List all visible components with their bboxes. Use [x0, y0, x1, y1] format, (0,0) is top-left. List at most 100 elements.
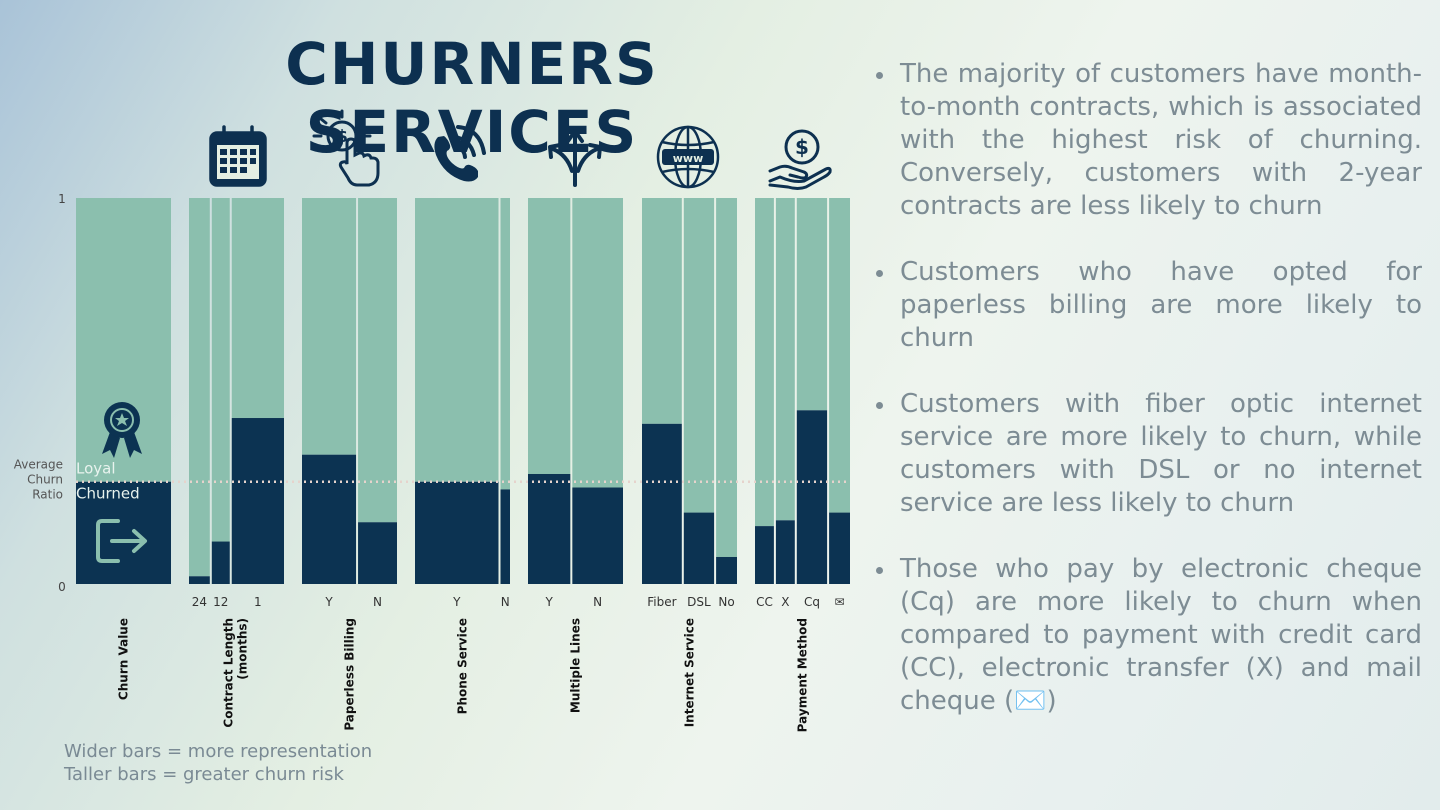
bar-loyal [500, 198, 510, 490]
group-axis-label-line: Contract Length [222, 618, 236, 728]
category-tick-label: Y [544, 595, 553, 609]
category-tick-label: N [373, 595, 382, 609]
category-tick-label: ✉ [835, 595, 845, 609]
globe-www-icon: www [656, 125, 720, 189]
group-axis-label: Multiple Lines [569, 618, 583, 713]
group-axis-label-line: Paperless Billing [343, 618, 357, 731]
award-ribbon-tails [102, 432, 142, 458]
svg-text:$: $ [336, 127, 348, 147]
bar-churned [755, 526, 774, 584]
exit-door [96, 519, 120, 563]
bar-loyal [231, 198, 284, 419]
bar-churned [231, 418, 284, 584]
bar-churned [528, 473, 571, 584]
category-tick-label: DSL [687, 595, 711, 609]
group-axis-label-line: (months) [236, 618, 250, 680]
bar-churned [572, 487, 623, 584]
category-tick-label: 12 [213, 595, 228, 609]
bar-loyal [415, 198, 499, 482]
category-tick-label: Fiber [647, 595, 676, 609]
average-churn-label-line: Ratio [32, 488, 63, 502]
category-tick-label: Y [324, 595, 333, 609]
group-axis-label: Payment Method [796, 618, 810, 732]
y-tick-label: 1 [58, 192, 66, 206]
category-tick-label: CC [756, 595, 773, 609]
bar-loyal [642, 198, 682, 424]
bar-churned [211, 541, 230, 584]
bars [76, 198, 850, 584]
svg-text:www: www [673, 152, 704, 165]
bar-loyal [302, 198, 357, 455]
category-tick-label: 24 [192, 595, 207, 609]
churn-marimekko-chart: $ www [14, 109, 850, 732]
height-note: Taller bars = greater churn risk [64, 764, 344, 785]
bar-churned [358, 522, 397, 584]
y-tick-label: 0 [58, 580, 66, 594]
bar-churned [500, 489, 510, 584]
group-axis-label: Paperless Billing [343, 618, 357, 731]
insight-payment: Those who pay by electronic cheque (Cq) … [872, 553, 1422, 718]
loyal-segment-label: Loyal [76, 460, 116, 478]
split-arrows-icon [548, 129, 602, 187]
group-axis-label: Phone Service [456, 618, 470, 714]
award-medal-ring [110, 408, 134, 432]
award-ribbon-icon [102, 402, 142, 458]
width-note: Wider bars = more representation [64, 741, 373, 762]
axis-labels: Churn Value 24 12 1 Contract Length(months) Y… [117, 595, 845, 732]
insight-contract: The majority of customers have month-to-… [872, 58, 1422, 223]
group-axis-label-line: Multiple Lines [569, 618, 583, 713]
group-axis-label: Contract Length(months) [222, 618, 250, 728]
bar-loyal [189, 198, 210, 577]
bar-loyal [76, 198, 171, 482]
bar-churned [415, 481, 499, 584]
group-axis-label: Internet Service [683, 618, 697, 727]
group-axis-label-line: Phone Service [456, 618, 470, 714]
bar-loyal [755, 198, 774, 527]
exit-icon [96, 519, 147, 563]
bar-loyal [716, 198, 737, 557]
chart-reading-note: Wider bars = more representation Taller … [64, 740, 372, 786]
group-axis-label-line: Internet Service [683, 618, 697, 727]
bar-loyal [683, 198, 715, 513]
churned-segment-label: Churned [76, 485, 140, 503]
bar-churned [796, 410, 828, 584]
bar-loyal [572, 198, 623, 488]
bar-churned [189, 576, 210, 584]
category-tick-label: No [718, 595, 734, 609]
category-tick-label: N [501, 595, 510, 609]
group-axis-label-line: Payment Method [796, 618, 810, 732]
payment-click-icon: $ [312, 109, 380, 187]
bar-loyal [829, 198, 850, 513]
bar-churned [683, 512, 715, 584]
bar-churned [829, 512, 850, 584]
group-axis-label: Churn Value [117, 618, 131, 700]
category-tick-label: Cq [804, 595, 820, 609]
award-star [115, 413, 129, 426]
calendar-icon [209, 125, 267, 187]
group-axis-label-line: Churn Value [117, 618, 131, 700]
exit-arrow-head [132, 529, 147, 553]
money-hand-icon: $ [768, 129, 832, 190]
bar-churned [716, 556, 737, 584]
svg-text:$: $ [795, 135, 809, 159]
bar-loyal [358, 198, 397, 523]
y-axis: 01 [58, 192, 66, 594]
bar-loyal [528, 198, 571, 474]
bar-churned [642, 423, 682, 584]
category-tick-label: Y [452, 595, 461, 609]
category-tick-label: 1 [254, 595, 262, 609]
insight-internet: Customers with fiber optic internet serv… [872, 388, 1422, 520]
bar-loyal [796, 198, 828, 411]
category-tick-label: X [781, 595, 789, 609]
bar-churned [302, 454, 357, 584]
bar-churned [775, 520, 795, 584]
bar-loyal [211, 198, 230, 542]
phone-icon [434, 125, 486, 182]
insight-paperless: Customers who have opted for paperless b… [872, 256, 1422, 355]
group-icons: $ www [209, 109, 832, 190]
chart-overlay: Average Churn Ratio Loyal Churned [14, 402, 850, 563]
bar-churned [76, 481, 171, 584]
category-tick-label: N [593, 595, 602, 609]
bar-loyal [775, 198, 795, 521]
average-churn-label-line: Churn [27, 473, 63, 487]
